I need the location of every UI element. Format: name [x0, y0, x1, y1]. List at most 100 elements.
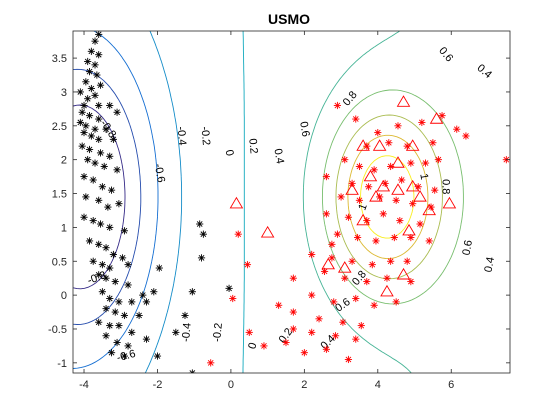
asterisk-marker: [80, 173, 88, 181]
asterisk-marker: [396, 217, 404, 225]
asterisk-marker: [363, 277, 371, 286]
asterisk-stroke: [435, 156, 442, 163]
asterisk-stroke: [345, 356, 352, 363]
asterisk-stroke: [301, 349, 308, 356]
asterisk-stroke: [90, 258, 97, 265]
asterisk-marker: [331, 332, 340, 340]
asterisk-stroke: [150, 288, 157, 295]
asterisk-marker: [344, 355, 353, 364]
asterisk-stroke: [114, 109, 120, 116]
asterisk-marker: [95, 101, 103, 110]
asterisk-stroke: [374, 129, 381, 136]
asterisk-marker: [150, 288, 158, 296]
support-vector-triangle: [396, 267, 411, 280]
asterisk-stroke: [81, 173, 87, 180]
asterisk-marker: [102, 305, 110, 313]
asterisk-marker: [352, 335, 360, 343]
axes-box: [72, 30, 511, 374]
support-vector-triangle: [260, 225, 275, 238]
asterisk-stroke: [139, 292, 146, 298]
contour-label: 0.6: [297, 121, 311, 138]
asterisk-marker: [398, 176, 406, 184]
asterisk-stroke: [380, 210, 387, 217]
asterisk-marker: [234, 230, 242, 238]
asterisk-marker: [300, 349, 308, 357]
asterisk-marker: [315, 315, 323, 323]
asterisk-stroke: [90, 217, 97, 224]
asterisk-marker: [120, 352, 129, 360]
contour-label: 0.6: [461, 239, 475, 256]
asterisk-marker: [289, 325, 297, 333]
asterisk-stroke: [106, 102, 113, 109]
asterisk-stroke: [340, 319, 346, 326]
asterisk-stroke: [79, 143, 86, 149]
asterisk-stroke: [95, 197, 102, 204]
asterisk-stroke: [99, 288, 106, 295]
asterisk-marker: [207, 359, 215, 367]
asterisk-marker: [425, 237, 433, 245]
asterisk-marker: [113, 166, 121, 174]
asterisk-stroke: [136, 312, 142, 319]
asterisk-marker: [188, 288, 196, 296]
asterisk-stroke: [226, 285, 232, 292]
chart-title: USMO: [268, 11, 310, 27]
contour-line-level-0: [242, 31, 245, 373]
asterisk-marker: [107, 186, 116, 194]
asterisk-stroke: [349, 258, 355, 265]
contour-line-level-0.2: [302, 31, 412, 373]
asterisk-marker: [322, 173, 330, 181]
asterisk-marker: [124, 261, 132, 269]
asterisk-marker: [115, 321, 123, 330]
contour-line-level--0.2: [144, 31, 183, 373]
asterisk-stroke: [393, 299, 400, 305]
asterisk-marker: [453, 125, 461, 133]
asterisk-marker: [135, 311, 143, 320]
asterisk-stroke: [385, 139, 392, 146]
asterisk-stroke: [358, 322, 365, 329]
asterisk-marker: [89, 176, 97, 184]
asterisk-marker: [352, 115, 360, 123]
asterisk-marker: [407, 277, 415, 286]
support-vector-triangle: [356, 213, 370, 226]
axes: -4 -2 0 2 4 6 -1 -0.5 0 0.5 1 1.5 2 2.5 3 3.5: [48, 30, 511, 391]
asterisk-marker: [260, 342, 268, 350]
asterisk-stroke: [95, 116, 102, 122]
asterisk-stroke: [116, 299, 122, 305]
asterisk-marker: [322, 345, 330, 353]
asterisk-stroke: [97, 82, 104, 89]
asterisk-stroke: [338, 194, 344, 200]
asterisk-marker: [328, 254, 336, 262]
asterisk-marker: [106, 264, 114, 272]
x-tick-label: 2: [301, 379, 307, 391]
asterisk-stroke: [103, 332, 109, 339]
asterisk-stroke: [229, 295, 236, 302]
contour-lines: [73, 31, 464, 373]
asterisk-marker: [197, 254, 206, 262]
asterisk-stroke: [316, 315, 322, 322]
asterisk-stroke: [200, 231, 207, 238]
asterisk-marker: [95, 318, 103, 326]
asterisk-marker: [85, 145, 94, 154]
asterisk-stroke: [90, 177, 97, 183]
asterisk-stroke: [395, 122, 401, 129]
asterisk-stroke: [371, 302, 377, 309]
asterisk-stroke: [235, 231, 242, 238]
asterisk-stroke: [121, 227, 128, 234]
asterisk-marker: [124, 342, 132, 350]
asterisk-marker: [153, 352, 162, 360]
support-vector-triangle: [391, 156, 405, 168]
asterisk-stroke: [261, 343, 267, 349]
asterisk-marker: [96, 81, 105, 89]
asterisk-marker: [87, 47, 95, 55]
asterisk-marker: [330, 298, 338, 306]
asterisk-marker: [394, 122, 402, 130]
plot-area: [73, 31, 510, 373]
asterisk-stroke: [95, 271, 102, 278]
asterisk-marker: [85, 112, 94, 120]
asterisk-stroke: [387, 258, 394, 265]
asterisk-marker: [374, 128, 382, 137]
asterisk-stroke: [323, 346, 330, 353]
contour-label: 0: [246, 341, 259, 350]
asterisk-stroke: [373, 238, 379, 244]
